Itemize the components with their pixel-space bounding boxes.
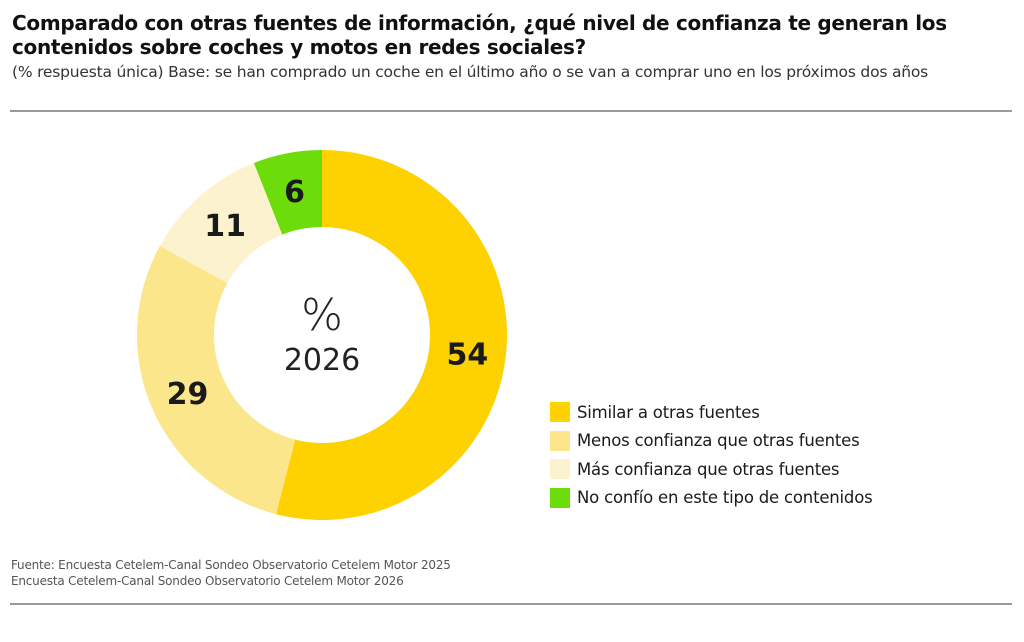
- donut-slices: [136, 150, 508, 520]
- legend-label: Similar a otras fuentes: [577, 402, 760, 422]
- center-percent-symbol: %: [301, 290, 343, 341]
- legend-item-menos-confianza: Menos confianza que otras fuentes: [550, 427, 873, 456]
- legend-label: Menos confianza que otras fuentes: [577, 431, 860, 451]
- data-label: 6: [284, 175, 305, 210]
- legend-swatch: [550, 402, 570, 423]
- top-divider: [10, 110, 1012, 112]
- legend-swatch: [550, 487, 570, 508]
- center-year-label: 2026: [284, 343, 360, 378]
- legend-label: No confío en este tipo de contenidos: [577, 488, 873, 508]
- legend: Similar a otras fuentes Menos confianza …: [550, 398, 873, 512]
- data-label: 11: [204, 209, 246, 244]
- data-label: 29: [167, 377, 209, 412]
- legend-item-mas-confianza: Más confianza que otras fuentes: [550, 455, 873, 484]
- legend-item-no-confio: No confío en este tipo de contenidos: [550, 484, 873, 513]
- donut-data-labels: 54 29 11 6: [167, 175, 489, 412]
- slice-similar: [275, 150, 508, 520]
- legend-label: Más confianza que otras fuentes: [577, 459, 840, 479]
- source-line: Encuesta Cetelem-Canal Sondeo Observator…: [11, 574, 404, 588]
- data-label: 54: [446, 337, 488, 372]
- legend-swatch: [550, 430, 570, 451]
- chart-title: Comparado con otras fuentes de informaci…: [12, 11, 947, 59]
- slice-menos-confianza: [136, 245, 296, 515]
- source-line: Fuente: Encuesta Cetelem-Canal Sondeo Ob…: [11, 558, 451, 572]
- bottom-divider: [10, 603, 1012, 605]
- slice-mas-confianza: [159, 162, 283, 283]
- slice-no-confio: [253, 150, 322, 235]
- source-note: Fuente: Encuesta Cetelem-Canal Sondeo Ob…: [11, 557, 451, 589]
- chart-subtitle: (% respuesta única) Base: se han comprad…: [12, 63, 929, 81]
- legend-swatch: [550, 459, 570, 480]
- legend-item-similar: Similar a otras fuentes: [550, 398, 873, 427]
